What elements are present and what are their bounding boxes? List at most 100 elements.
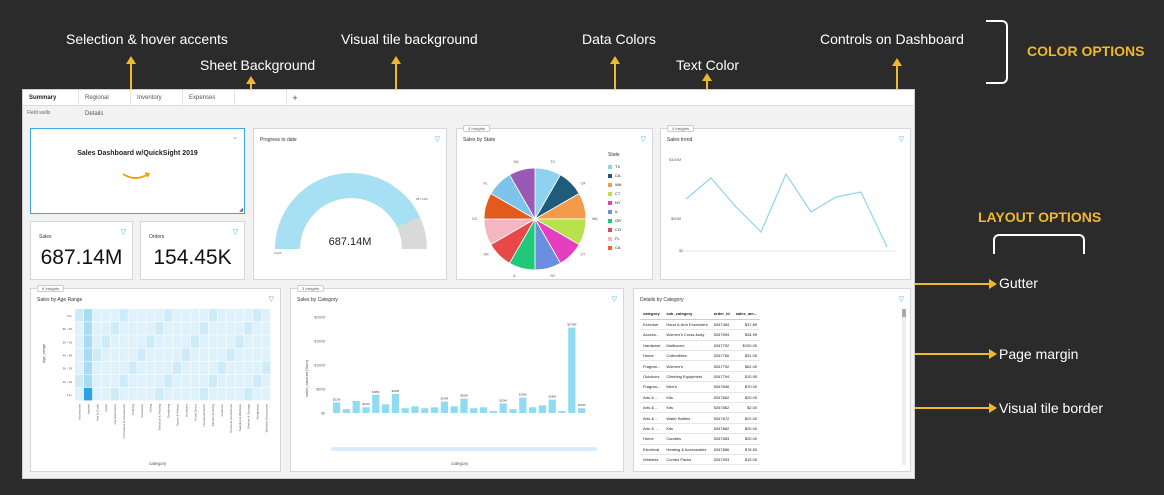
heatmap-cell[interactable] bbox=[244, 348, 253, 361]
heatmap-cell[interactable] bbox=[101, 309, 111, 322]
heatmap-cell[interactable] bbox=[244, 361, 253, 375]
table-row[interactable]: Wireless Combo Packs 5267903 $15.00 bbox=[640, 454, 761, 466]
heatmap-cell[interactable] bbox=[190, 387, 200, 401]
table-row[interactable]: Access... Women's Cross-body 5267594 $34.99 bbox=[640, 329, 761, 341]
heatmap-cell[interactable] bbox=[253, 348, 262, 361]
heatmap-cell[interactable] bbox=[164, 361, 173, 375]
heatmap-cell[interactable] bbox=[155, 335, 164, 348]
heatmap-cell[interactable] bbox=[75, 309, 84, 322]
chevron-down-icon[interactable]: ⌄ bbox=[232, 134, 238, 141]
heatmap-cell[interactable] bbox=[92, 348, 102, 361]
table-row[interactable]: Arts & ... Kits 5267862 $2.00 bbox=[640, 402, 761, 414]
heatmap-cell[interactable] bbox=[244, 322, 253, 335]
category-bar[interactable] bbox=[372, 394, 380, 413]
heatmap-cell[interactable] bbox=[199, 361, 209, 375]
heatmap-cell[interactable] bbox=[119, 374, 128, 388]
heatmap-cell[interactable] bbox=[146, 374, 155, 388]
heatmap-cell[interactable] bbox=[101, 322, 111, 335]
heatmap-cell[interactable] bbox=[226, 322, 235, 335]
table-header-cell[interactable]: order_id bbox=[710, 309, 733, 320]
filter-icon[interactable]: ▽ bbox=[268, 296, 274, 303]
heatmap-cell[interactable] bbox=[128, 335, 137, 348]
category-bar[interactable] bbox=[480, 407, 488, 413]
heatmap-cell[interactable] bbox=[190, 309, 200, 322]
heatmap-cell[interactable] bbox=[146, 387, 155, 401]
insights-badge[interactable]: 3 Insights bbox=[297, 285, 325, 292]
tab-blank[interactable] bbox=[235, 89, 287, 106]
category-bar[interactable] bbox=[391, 393, 399, 413]
heatmap-cell[interactable] bbox=[137, 322, 146, 335]
heatmap-cell[interactable] bbox=[128, 348, 137, 361]
category-bar[interactable] bbox=[519, 397, 527, 413]
heatmap-cell[interactable] bbox=[92, 361, 102, 375]
heatmap-cell[interactable] bbox=[208, 374, 217, 388]
heatmap-cell[interactable] bbox=[208, 348, 217, 361]
heatmap-cell[interactable] bbox=[146, 361, 155, 375]
heatmap-cell[interactable] bbox=[217, 361, 226, 375]
heatmap-cell[interactable] bbox=[244, 309, 253, 322]
category-bar[interactable] bbox=[489, 411, 497, 413]
heatmap-cell[interactable] bbox=[226, 387, 235, 401]
heatmap-cell[interactable] bbox=[83, 374, 93, 388]
category-bar[interactable] bbox=[411, 406, 419, 413]
heatmap-cell[interactable] bbox=[262, 335, 271, 348]
heatmap-cell[interactable] bbox=[173, 335, 182, 348]
legend-item[interactable]: TX bbox=[608, 162, 621, 171]
heatmap-cell[interactable] bbox=[92, 387, 102, 401]
heatmap-cell[interactable] bbox=[199, 374, 209, 388]
table-row[interactable]: Arts & ... Kits 5267862 $20.00 bbox=[640, 392, 761, 404]
heatmap-cell[interactable] bbox=[101, 374, 111, 388]
category-bar[interactable] bbox=[578, 408, 586, 413]
heatmap-cell[interactable] bbox=[235, 348, 244, 361]
heatmap-cell[interactable] bbox=[190, 361, 200, 375]
legend-item[interactable]: FL bbox=[608, 234, 621, 243]
table-header-cell[interactable]: sub_category bbox=[663, 309, 711, 320]
category-bar[interactable] bbox=[352, 401, 360, 413]
heatmap-cell[interactable] bbox=[217, 322, 226, 335]
heatmap-cell[interactable] bbox=[173, 322, 182, 335]
heatmap-cell[interactable] bbox=[235, 361, 244, 375]
legend-item[interactable]: CA bbox=[608, 243, 621, 252]
heatmap-cell[interactable] bbox=[119, 335, 128, 348]
details-table-tile[interactable]: Details by Category ▽ category sub_catego… bbox=[633, 288, 911, 472]
category-bar[interactable] bbox=[470, 408, 478, 413]
heatmap-cell[interactable] bbox=[75, 335, 84, 348]
heatmap-cell[interactable] bbox=[83, 348, 93, 361]
heatmap-cell[interactable] bbox=[181, 348, 191, 361]
tab-regional-details[interactable]: Regional Details bbox=[79, 89, 131, 117]
heatmap-cell[interactable] bbox=[164, 322, 173, 335]
legend-item[interactable]: CT bbox=[608, 189, 621, 198]
heatmap-cell[interactable] bbox=[128, 387, 137, 401]
category-bar[interactable] bbox=[382, 404, 390, 413]
heatmap-cell[interactable] bbox=[253, 361, 262, 375]
tab-summary[interactable]: Summary bbox=[23, 89, 79, 106]
heatmap-cell[interactable] bbox=[199, 322, 209, 335]
table-row[interactable]: Outdoors Climbing Equipment 5267794 $10.95 bbox=[640, 371, 761, 383]
heatmap-cell[interactable] bbox=[199, 348, 209, 361]
heatmap-cell[interactable] bbox=[146, 335, 155, 348]
heatmap-cell[interactable] bbox=[75, 361, 84, 375]
heatmap-cell[interactable] bbox=[92, 374, 102, 388]
heatmap-cell[interactable] bbox=[208, 322, 217, 335]
table-row[interactable]: Exercise Hand & Arm Exercisers 5267484 $37.… bbox=[640, 319, 761, 331]
heatmap-cell[interactable] bbox=[235, 374, 244, 388]
heatmap-cell[interactable] bbox=[92, 335, 102, 348]
heatmap-cell[interactable] bbox=[235, 335, 244, 348]
heatmap-cell[interactable] bbox=[119, 309, 128, 322]
orders-kpi-tile[interactable]: Orders ▽ 154.45K bbox=[140, 221, 245, 280]
legend-item[interactable]: CO bbox=[608, 225, 621, 234]
category-bar[interactable] bbox=[450, 406, 458, 413]
heatmap-cell[interactable] bbox=[110, 361, 119, 375]
heatmap-cell[interactable] bbox=[262, 387, 271, 401]
filter-icon[interactable]: ▽ bbox=[898, 296, 904, 303]
table-row[interactable]: Hardware Mailboxes 5267752 $100.00 bbox=[640, 340, 761, 352]
heatmap-cell[interactable] bbox=[137, 374, 146, 388]
heatmap-cell[interactable] bbox=[155, 322, 164, 335]
heatmap-cell[interactable] bbox=[253, 309, 262, 322]
heatmap-cell[interactable] bbox=[181, 309, 191, 322]
legend-item[interactable]: OR bbox=[608, 216, 621, 225]
category-bar[interactable] bbox=[538, 405, 546, 413]
heatmap-cell[interactable] bbox=[137, 335, 146, 348]
heatmap-cell[interactable] bbox=[119, 361, 128, 375]
title-tile[interactable]: Sales Dashboard w/QuickSight 2019 ⌄ ◢ bbox=[30, 128, 245, 214]
